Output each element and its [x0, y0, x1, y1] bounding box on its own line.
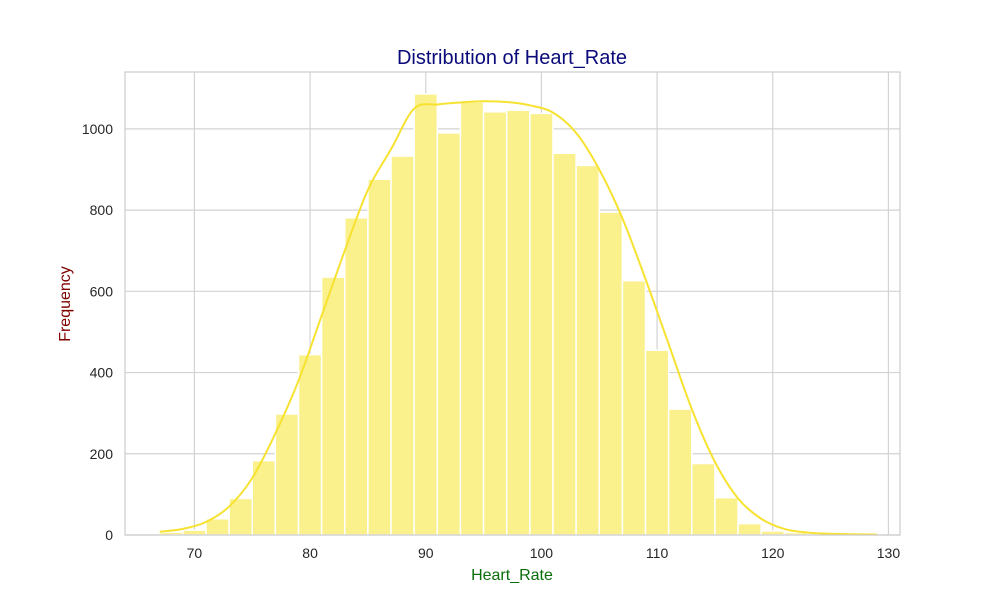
histogram-bar [182, 529, 207, 536]
x-tick-label: 130 [877, 545, 901, 561]
y-tick-label: 200 [90, 446, 114, 462]
y-tick-label: 0 [105, 527, 113, 543]
y-tick-label: 600 [90, 283, 114, 299]
histogram-bar [529, 112, 554, 536]
histogram-bar [644, 349, 670, 536]
y-tick-labels: 0 200 400 600 800 1000 [82, 121, 113, 543]
histogram-bar [390, 155, 415, 536]
y-tick-label: 800 [90, 202, 114, 218]
histogram-bar [552, 152, 577, 536]
histogram-bar [320, 276, 346, 536]
plot-frame [124, 71, 901, 536]
x-tick-labels: 70 80 90 100 110 120 130 [187, 545, 901, 561]
x-tick-label: 80 [302, 545, 318, 561]
histogram-bar [482, 111, 508, 536]
histogram-bar [575, 164, 601, 536]
chart-title: Distribution of Heart_Rate [397, 47, 627, 69]
y-tick-label: 400 [90, 365, 114, 381]
histogram-bar [737, 522, 762, 536]
histogram-bar [459, 101, 485, 536]
histogram-bar [274, 413, 300, 536]
histogram-bar [436, 132, 462, 536]
histogram-bar [760, 530, 786, 536]
histogram-bar [297, 353, 323, 536]
histogram-bars [158, 93, 878, 536]
histogram-bar [621, 280, 647, 536]
x-tick-label: 100 [530, 545, 554, 561]
kde-curve [159, 100, 877, 536]
histogram-bar [667, 408, 693, 536]
x-axis-title: Heart_Rate [471, 567, 553, 584]
histogram-bar [598, 211, 624, 536]
y-axis-title: Frequency [57, 266, 74, 342]
histogram-bar [367, 178, 392, 536]
x-tick-label: 70 [187, 545, 203, 561]
x-tick-label: 120 [761, 545, 785, 561]
y-tick-label: 1000 [82, 121, 113, 137]
x-tick-label: 110 [646, 545, 669, 561]
x-tick-label: 90 [418, 545, 434, 561]
histogram-bar [714, 496, 739, 536]
histogram-bar [505, 109, 531, 536]
histogram-bar [691, 462, 716, 536]
histogram-bar [413, 93, 439, 536]
histogram-bar [344, 217, 369, 536]
